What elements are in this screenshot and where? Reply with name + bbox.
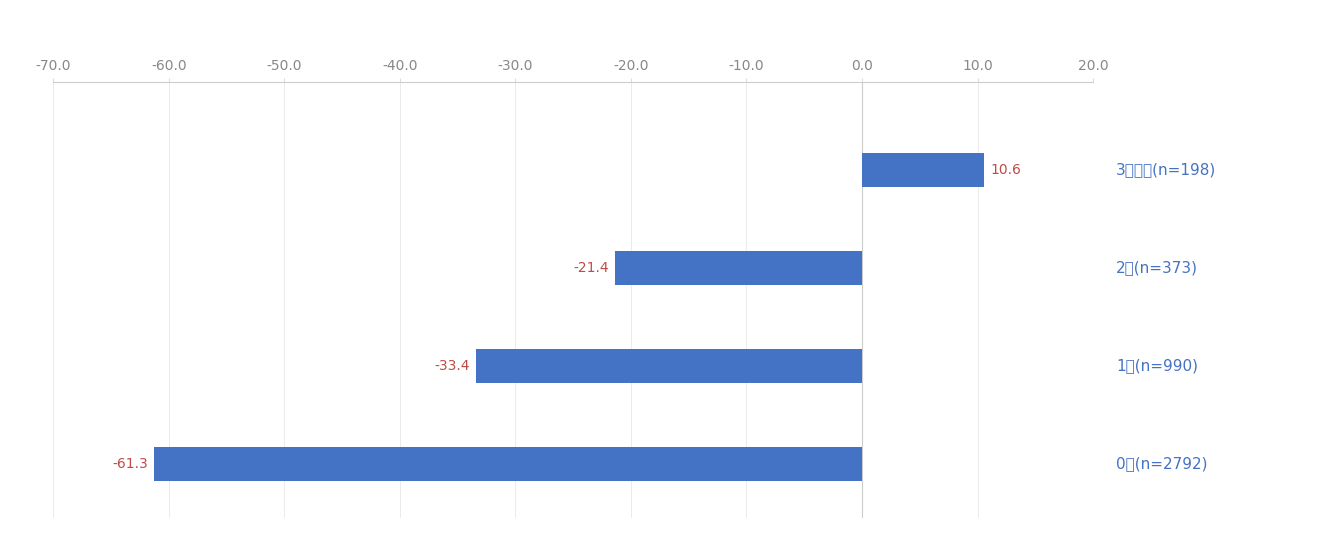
- Text: 10.6: 10.6: [990, 163, 1021, 177]
- Text: 0個(n=2792): 0個(n=2792): [1116, 456, 1208, 471]
- Bar: [153, 447, 862, 481]
- Text: 1個(n=990): 1個(n=990): [1116, 359, 1198, 373]
- Bar: [476, 349, 862, 383]
- Text: 3個以上(n=198): 3個以上(n=198): [1116, 162, 1217, 178]
- Text: -33.4: -33.4: [435, 359, 471, 373]
- Text: 2個(n=373): 2個(n=373): [1116, 261, 1198, 275]
- Text: -61.3: -61.3: [112, 457, 148, 471]
- Text: -21.4: -21.4: [573, 261, 609, 275]
- Bar: [615, 251, 862, 285]
- Bar: [862, 153, 985, 187]
